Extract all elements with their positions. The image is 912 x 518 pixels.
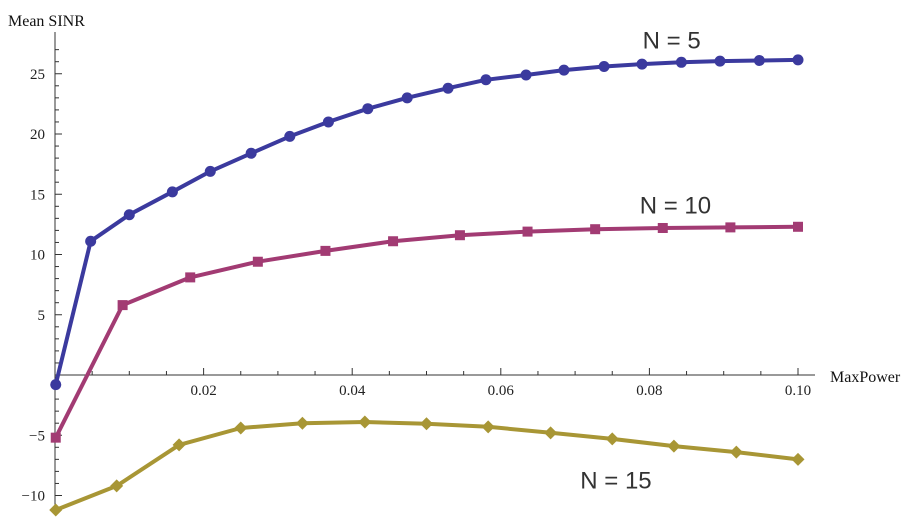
data-point-diamond bbox=[49, 503, 63, 517]
data-point-square bbox=[522, 226, 533, 237]
series-label: N = 5 bbox=[643, 27, 701, 54]
data-point-circle bbox=[480, 74, 492, 86]
data-point-diamond bbox=[667, 439, 681, 453]
y-tick-label: 25 bbox=[30, 67, 45, 83]
data-point-diamond bbox=[605, 432, 619, 446]
x-tick-label: 0.06 bbox=[488, 383, 515, 399]
data-point-square bbox=[320, 245, 331, 256]
x-tick-label: 0.02 bbox=[190, 383, 216, 399]
data-point-square bbox=[50, 432, 61, 443]
data-point-circle bbox=[166, 186, 178, 198]
data-point-circle bbox=[401, 92, 413, 104]
x-axis-title: MaxPower bbox=[830, 369, 901, 386]
axes: 0.02 0.04 0.06 0.08 0.10 −10 −5 5 10 15 20 25 bbox=[22, 32, 815, 512]
data-point-circle bbox=[85, 235, 97, 247]
data-point-diamond bbox=[295, 416, 309, 430]
data-point-circle bbox=[520, 69, 532, 81]
y-tick-label: −10 bbox=[22, 489, 45, 505]
data-point-circle bbox=[598, 61, 610, 73]
data-point-diamond bbox=[481, 420, 495, 434]
x-tick-label: 0.10 bbox=[785, 383, 811, 399]
y-axis-title: Mean SINR bbox=[8, 13, 85, 30]
data-point-square bbox=[454, 230, 465, 241]
data-point-circle bbox=[442, 82, 454, 94]
data-point-diamond bbox=[358, 415, 372, 429]
data-point-circle bbox=[714, 55, 726, 67]
data-point-square bbox=[793, 221, 803, 232]
y-tick-label: 15 bbox=[30, 187, 45, 203]
data-point-diamond bbox=[544, 426, 558, 440]
series-label: N = 15 bbox=[580, 467, 651, 494]
data-point-circle bbox=[362, 103, 374, 115]
data-point-circle bbox=[792, 54, 804, 66]
data-point-square bbox=[388, 236, 399, 247]
data-point-circle bbox=[753, 54, 765, 66]
data-point-diamond bbox=[791, 452, 805, 466]
series-layer bbox=[49, 54, 805, 517]
data-point-square bbox=[590, 224, 601, 235]
labels-layer: N = 5 N = 10 N = 15 bbox=[580, 27, 711, 494]
data-point-circle bbox=[245, 147, 257, 159]
data-point-diamond bbox=[234, 421, 248, 435]
data-point-diamond bbox=[172, 438, 186, 452]
data-point-diamond bbox=[420, 417, 433, 431]
data-point-circle bbox=[123, 209, 135, 221]
series-label: N = 10 bbox=[640, 193, 711, 220]
y-tick-label: −5 bbox=[29, 428, 45, 444]
data-point-diamond bbox=[729, 445, 743, 459]
data-point-circle bbox=[204, 165, 216, 177]
data-point-circle bbox=[675, 56, 687, 68]
data-point-square bbox=[185, 272, 196, 283]
y-tick-label: 10 bbox=[30, 248, 45, 264]
data-point-square bbox=[252, 256, 263, 267]
x-tick-label: 0.04 bbox=[339, 383, 366, 399]
x-tick-label: 0.08 bbox=[636, 383, 662, 399]
data-point-diamond bbox=[110, 479, 124, 493]
data-point-circle bbox=[50, 379, 62, 391]
y-tick-label: 5 bbox=[38, 308, 46, 324]
series-line bbox=[53, 224, 800, 440]
data-point-square bbox=[117, 300, 128, 311]
y-tick-label: 20 bbox=[30, 127, 45, 143]
series-line bbox=[53, 57, 800, 387]
data-point-circle bbox=[322, 116, 334, 128]
data-point-circle bbox=[558, 64, 570, 76]
data-point-square bbox=[725, 222, 736, 233]
data-point-circle bbox=[636, 58, 648, 70]
data-point-circle bbox=[284, 130, 296, 142]
data-point-square bbox=[657, 222, 668, 233]
series-line bbox=[53, 420, 800, 512]
